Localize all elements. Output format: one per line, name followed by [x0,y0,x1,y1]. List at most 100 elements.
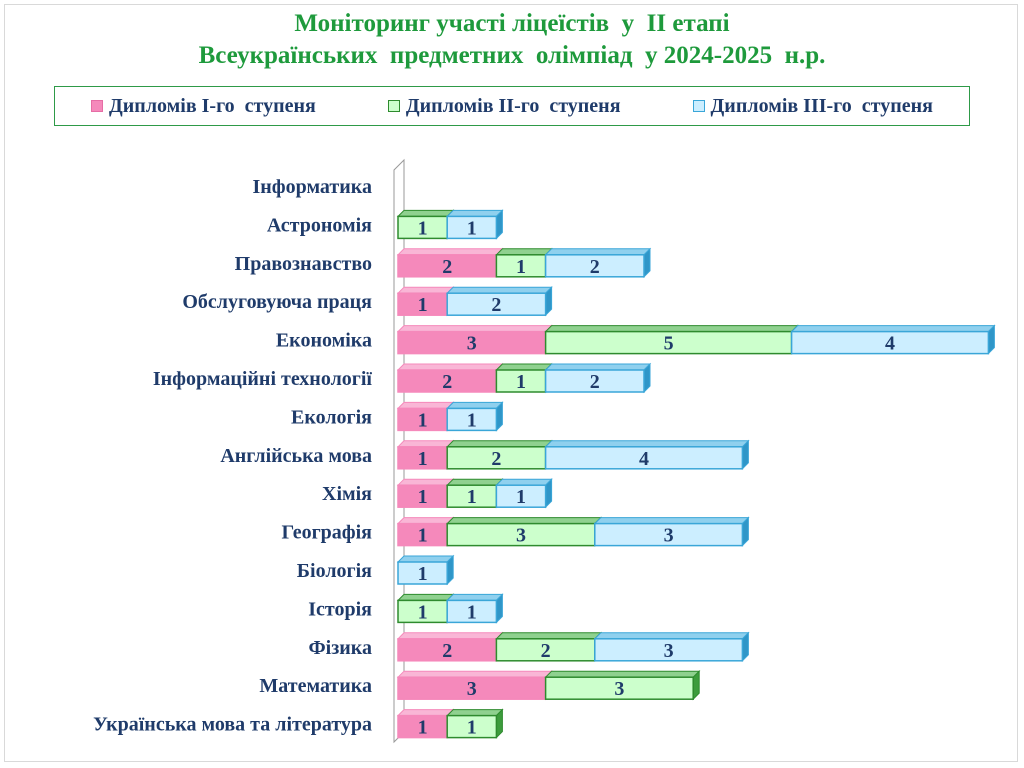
bar-top-face [396,709,455,717]
bar-top-face [495,248,553,256]
bar-front-face [544,676,694,700]
bar-top-face [445,709,504,717]
bar-front-face [446,407,498,432]
bar-segment [445,708,504,739]
category-label: Англійська мова [220,445,372,467]
category-label: Правознавство [235,253,372,275]
bar-top-face [544,248,652,256]
data-label: 1 [467,601,477,623]
bar-top-face [445,209,504,217]
bar-segment [445,593,504,624]
bar-top-face [396,632,504,640]
bar-front-face [446,215,498,240]
bar-front-face [544,369,645,393]
category-label: Екологія [291,406,372,428]
category-label: Географія [282,522,373,544]
chart-title: Моніторинг участі ліцеїстів у ІІ етапі В… [0,8,1024,72]
data-label: 3 [614,678,624,700]
legend-item-diploma-3: Дипломів ІІІ-го ступеня [692,95,933,118]
data-label: 2 [541,640,551,662]
legend-swatch-diploma-1 [91,100,104,112]
data-label: 5 [664,333,674,355]
bar-top-face [593,517,750,525]
category-label: Інформаційні технології [153,368,373,390]
data-label: 1 [516,256,526,278]
data-label: 1 [418,486,428,508]
bar-top-face [396,478,455,486]
category-label: Хімія [322,483,372,505]
bar-top-face [544,670,701,678]
chart-title-line-2: Всеукраїнських предметних олімпіад у 202… [198,42,826,69]
bar-top-face [544,363,652,371]
bar-top-face [396,670,553,678]
data-label: 1 [418,217,428,239]
bar-top-face [396,286,455,294]
data-label: 2 [491,448,501,470]
category-label: Біологія [297,560,372,582]
bar-segment [445,209,504,240]
data-label: 1 [418,563,428,585]
bar-top-face [495,363,553,371]
data-label: 2 [590,371,600,393]
bar-top-face [445,478,504,486]
legend-swatch-diploma-2 [387,100,400,112]
data-label: 3 [664,640,674,662]
data-label: 1 [418,601,428,623]
bar-top-face [495,632,603,640]
bar-top-face [396,593,455,601]
bar-top-face [396,401,455,409]
bar-front-face [594,522,744,547]
data-label: 2 [491,294,501,316]
bar-top-face [544,440,750,448]
category-label: Українська мова та література [93,714,372,736]
bar-front-face [594,638,744,662]
category-label: Обслуговуюча праця [182,291,372,313]
legend-label-diploma-1: Дипломів І-го ступеня [109,94,316,117]
bar-front-face [790,330,990,355]
bar-top-face [396,248,504,256]
bar-segment [495,477,553,509]
data-label: 4 [639,448,649,470]
bar-segment [445,285,553,317]
data-label: 2 [442,256,452,278]
bar-segment [544,439,750,471]
bar-top-face [495,478,553,486]
bar-front-face [446,714,498,739]
chart-legend: Дипломів І-го ступеня Дипломів ІІ-го сту… [54,86,970,126]
legend-swatch-diploma-3 [692,100,705,112]
bar-front-face [397,561,448,585]
bar-top-face [396,363,504,371]
category-label: Астрономія [267,214,372,236]
bar-top-face [396,555,455,563]
data-label: 1 [418,294,428,316]
category-label: Математика [259,675,372,697]
bar-top-face [445,517,603,525]
bar-segment [593,516,750,547]
data-label: 1 [516,371,526,393]
bar-top-face [396,440,455,448]
data-label: 1 [418,409,428,431]
data-label: 1 [467,486,477,508]
data-label: 2 [442,371,452,393]
bar-top-face [593,632,750,640]
bar-front-face [446,599,498,624]
bar-front-face [544,254,645,278]
data-label: 3 [664,525,674,547]
bar-top-face [445,401,504,409]
bar-segment [544,362,652,394]
data-label: 1 [418,525,428,547]
legend-item-diploma-1: Дипломів І-го ступеня [91,95,316,118]
bar-top-face [396,325,553,333]
bar-top-face [544,325,799,333]
legend-item-diploma-2: Дипломів ІІ-го ступеня [387,95,621,118]
bar-top-face [445,440,553,448]
bar-front-face [544,446,744,470]
data-label: 3 [467,333,477,355]
bar-top-face [790,325,996,333]
bar-segment [790,324,996,355]
category-label: Інформатика [252,176,372,198]
data-label: 1 [467,409,477,431]
category-label: Економіка [276,330,372,352]
data-label: 1 [418,717,428,739]
